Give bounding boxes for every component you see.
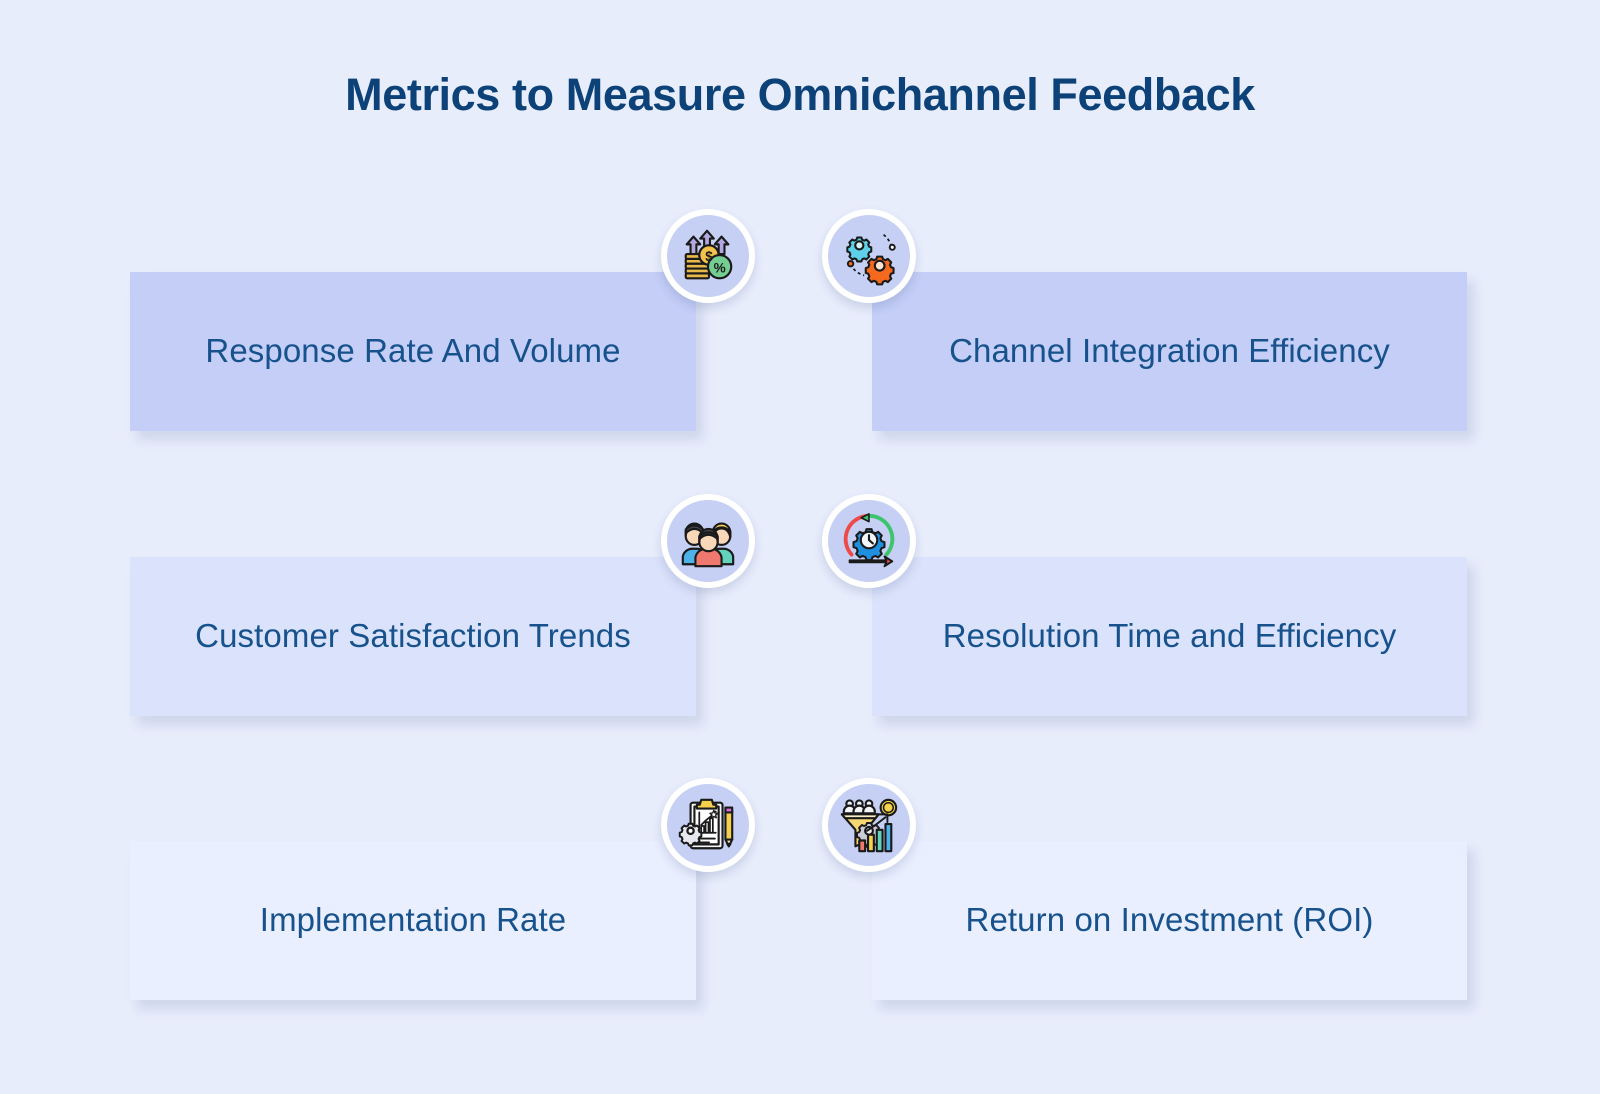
people-group-icon [661, 494, 755, 588]
svg-text:%: % [714, 260, 726, 275]
metric-card-customer-satisfaction-trends[interactable]: Customer Satisfaction Trends [130, 557, 696, 716]
metric-card-implementation-rate[interactable]: Implementation Rate [130, 841, 696, 1000]
metric-card-return-on-investment[interactable]: Return on Investment (ROI) [872, 841, 1467, 1000]
clock-gear-cycle-icon [822, 494, 916, 588]
metric-card-label: Customer Satisfaction Trends [195, 617, 631, 655]
clipboard-chart-pencil-icon [661, 778, 755, 872]
metric-card-resolution-time-and-efficiency[interactable]: Resolution Time and Efficiency [872, 557, 1467, 716]
metric-card-label: Return on Investment (ROI) [965, 901, 1374, 939]
metric-card-label: Response Rate And Volume [205, 332, 621, 370]
svg-text:$: $ [705, 249, 713, 264]
metric-card-channel-integration-efficiency[interactable]: Channel Integration Efficiency [872, 272, 1467, 431]
metric-card-label: Channel Integration Efficiency [949, 332, 1390, 370]
metric-card-response-rate-and-volume[interactable]: Response Rate And Volume [130, 272, 696, 431]
page-title: Metrics to Measure Omnichannel Feedback [345, 69, 1255, 120]
money-growth-icon: $ % [661, 209, 755, 303]
funnel-roi-chart-icon [822, 778, 916, 872]
metric-card-label: Resolution Time and Efficiency [942, 617, 1397, 655]
gears-icon [822, 209, 916, 303]
metric-card-label: Implementation Rate [259, 901, 567, 939]
